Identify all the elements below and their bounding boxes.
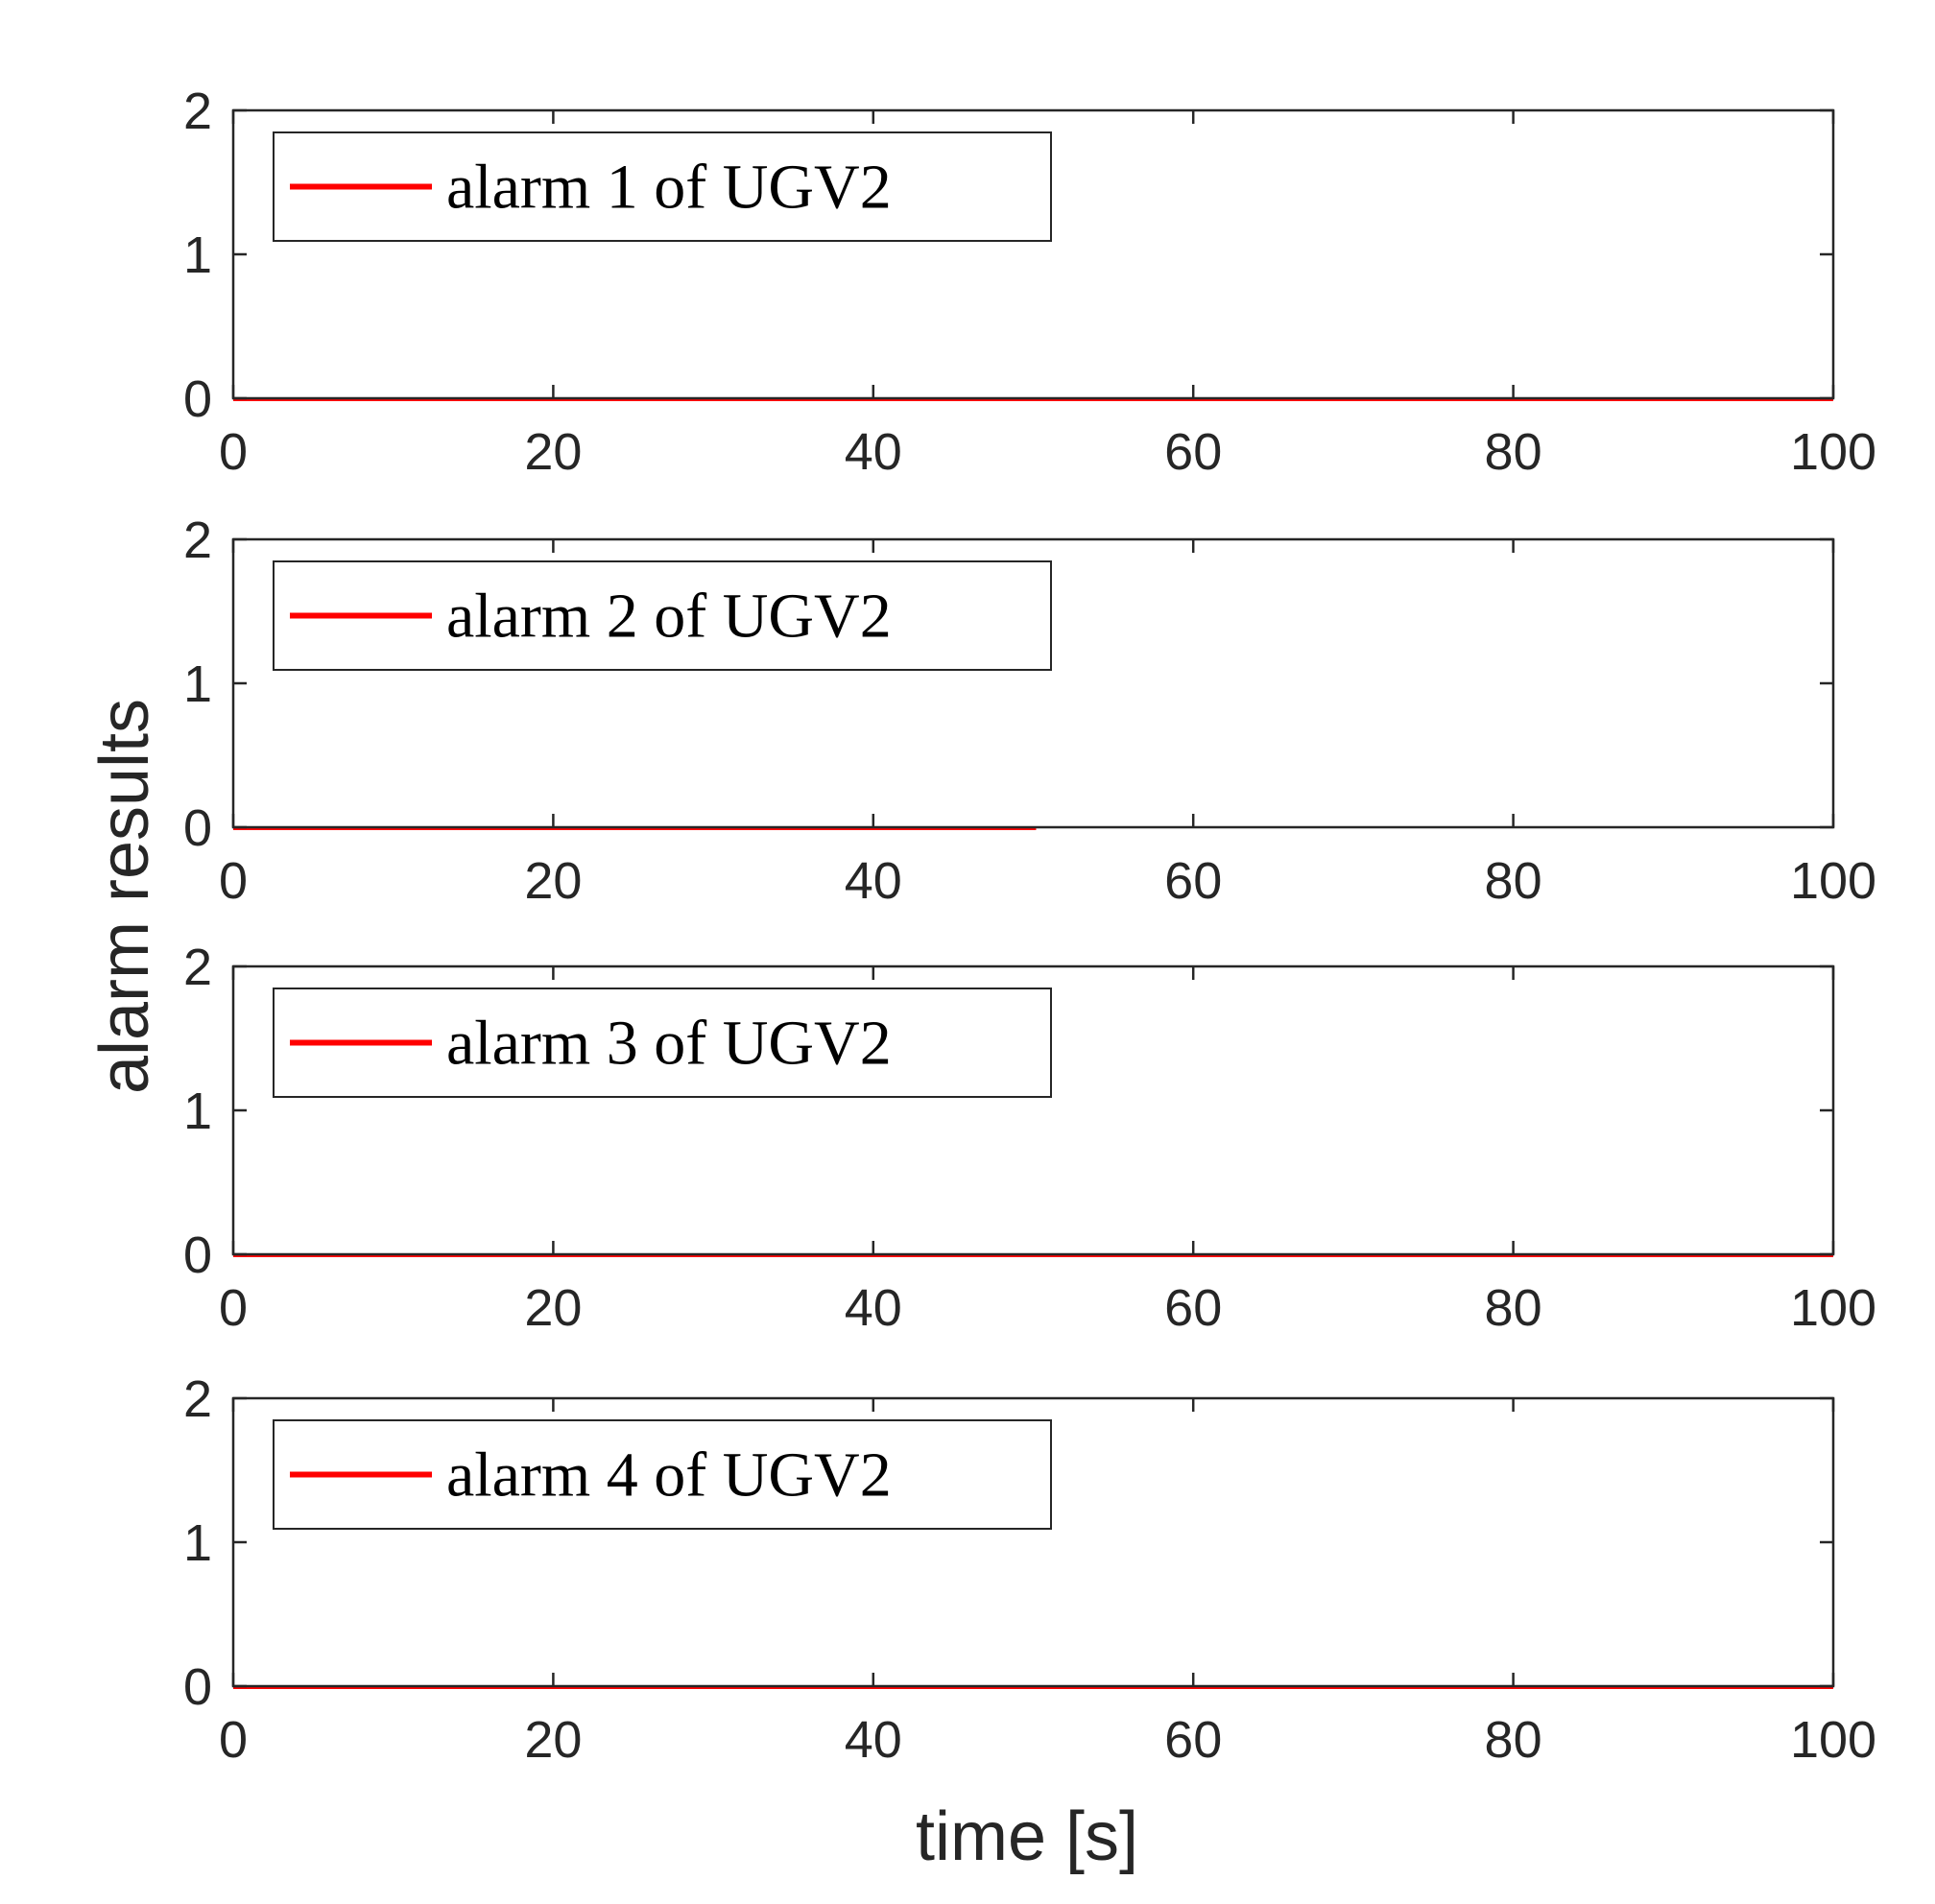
x-tick-label: 20 <box>524 423 582 481</box>
y-axis-label: alarm results <box>86 699 163 1094</box>
x-tick-label: 100 <box>1790 1711 1876 1769</box>
y-tick-label: 2 <box>183 83 212 140</box>
y-tick-label: 2 <box>183 939 212 996</box>
x-tick-label: 0 <box>219 1279 248 1337</box>
x-tick-label: 0 <box>219 852 248 910</box>
x-tick-label: 0 <box>219 1711 248 1769</box>
legend-label: alarm 3 of UGV2 <box>446 1009 892 1079</box>
legend: alarm 1 of UGV2 <box>273 131 1052 242</box>
x-tick-label: 20 <box>524 852 582 910</box>
x-tick-label: 40 <box>845 852 902 910</box>
x-tick-label: 40 <box>845 1711 902 1769</box>
legend: alarm 3 of UGV2 <box>273 988 1052 1098</box>
x-tick-label: 60 <box>1164 423 1222 481</box>
x-tick-label: 40 <box>845 1279 902 1337</box>
x-tick-label: 100 <box>1790 852 1876 910</box>
subplot-4: 0 20 40 60 80 100 0 1 2 alarm 4 of UGV2 <box>183 1370 1876 1769</box>
legend-label: alarm 4 of UGV2 <box>446 1440 892 1511</box>
x-tick-label: 80 <box>1485 1279 1542 1337</box>
x-tick-label: 60 <box>1164 1279 1222 1337</box>
subplot-2: 0 20 40 60 80 100 0 1 2 alarm 2 of UGV2 <box>183 512 1876 910</box>
x-tick-label: 80 <box>1485 1711 1542 1769</box>
y-tick-label: 1 <box>183 1514 212 1572</box>
legend: alarm 4 of UGV2 <box>273 1419 1052 1530</box>
y-tick-label: 1 <box>183 226 212 284</box>
y-tick-label: 0 <box>183 1658 212 1716</box>
x-tick-label: 80 <box>1485 423 1542 481</box>
x-tick-label: 100 <box>1790 423 1876 481</box>
legend: alarm 2 of UGV2 <box>273 560 1052 671</box>
y-tick-label: 0 <box>183 370 212 428</box>
y-tick-label: 0 <box>183 1226 212 1284</box>
x-tick-label: 80 <box>1485 852 1542 910</box>
x-tick-label: 20 <box>524 1279 582 1337</box>
x-tick-label: 20 <box>524 1711 582 1769</box>
x-tick-label: 60 <box>1164 1711 1222 1769</box>
y-tick-label: 0 <box>183 799 212 857</box>
x-tick-label: 40 <box>845 423 902 481</box>
legend-label: alarm 1 of UGV2 <box>446 153 892 223</box>
y-tick-label: 2 <box>183 512 212 569</box>
y-tick-label: 1 <box>183 655 212 713</box>
x-axis-label: time [s] <box>916 1798 1138 1875</box>
x-tick-label: 60 <box>1164 852 1222 910</box>
subplot-1: 0 20 40 60 80 100 0 1 2 alarm 1 of UGV2 <box>183 83 1876 481</box>
legend-label: alarm 2 of UGV2 <box>446 582 892 652</box>
y-tick-label: 1 <box>183 1083 212 1140</box>
x-tick-label: 100 <box>1790 1279 1876 1337</box>
x-tick-label: 0 <box>219 423 248 481</box>
y-tick-label: 2 <box>183 1370 212 1428</box>
subplot-3: 0 20 40 60 80 100 0 1 2 alarm 3 of UGV2 <box>183 939 1876 1337</box>
